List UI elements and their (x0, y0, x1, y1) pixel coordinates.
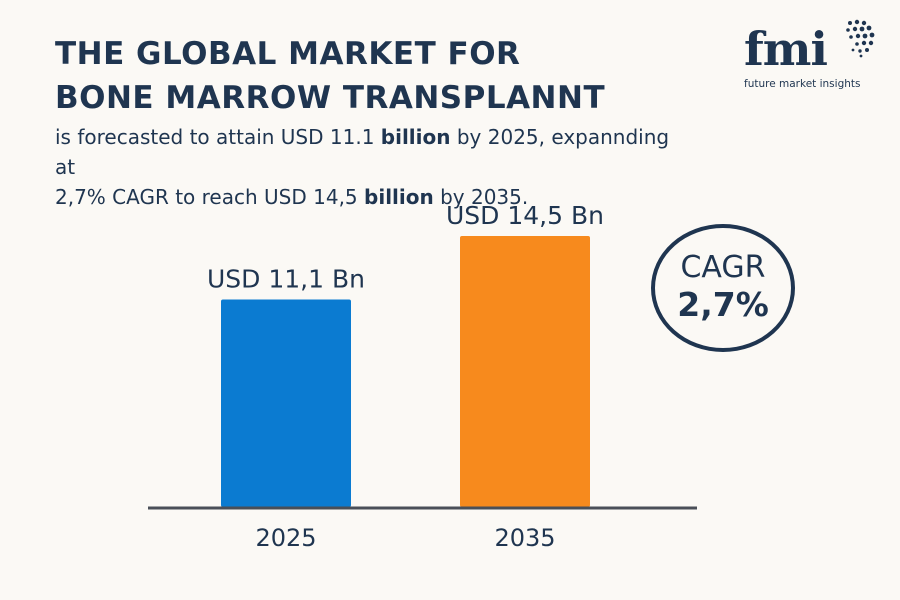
fmi-logo: fmi future market insights (738, 18, 878, 98)
globe-dots-icon (846, 19, 875, 58)
title-line-2: BONE MARROW TRANSPLANNT (55, 80, 606, 116)
category-label-2035: 2035 (494, 524, 555, 552)
bar-2025 (221, 299, 351, 507)
bar-2035 (460, 236, 590, 507)
logo-tagline: future market insights (744, 78, 861, 90)
subtitle-billion-1: billion (380, 125, 451, 149)
title-line-1: THE GLOBAL MARKET FOR (55, 36, 521, 72)
cagr-badge: CAGR 2,7% (651, 224, 795, 352)
cagr-label: CAGR (680, 250, 766, 285)
category-label-2025: 2025 (255, 524, 316, 552)
subtitle-part-1: is forecasted to attain USD 11.1 (55, 125, 381, 149)
page-title: THE GLOBAL MARKET FOR BONE MARROW TRANSP… (55, 32, 605, 120)
logo-letters: fmi (744, 22, 828, 76)
subtitle: is forecasted to attain USD 11.1 billion… (55, 122, 695, 212)
subtitle-part-3: by 2025, expannding at (55, 125, 670, 179)
value-label-2025: USD 11,1 Bn (207, 265, 365, 294)
value-label-2035: USD 14,5 Bn (446, 201, 604, 230)
subtitle-billion-2: billion (364, 185, 434, 209)
subtitle-part-6: by 2035. (433, 185, 529, 209)
subtitle-part-4: 2,7% CAGR to reach USD 14,5 (55, 185, 365, 209)
cagr-value: 2,7% (677, 285, 769, 324)
